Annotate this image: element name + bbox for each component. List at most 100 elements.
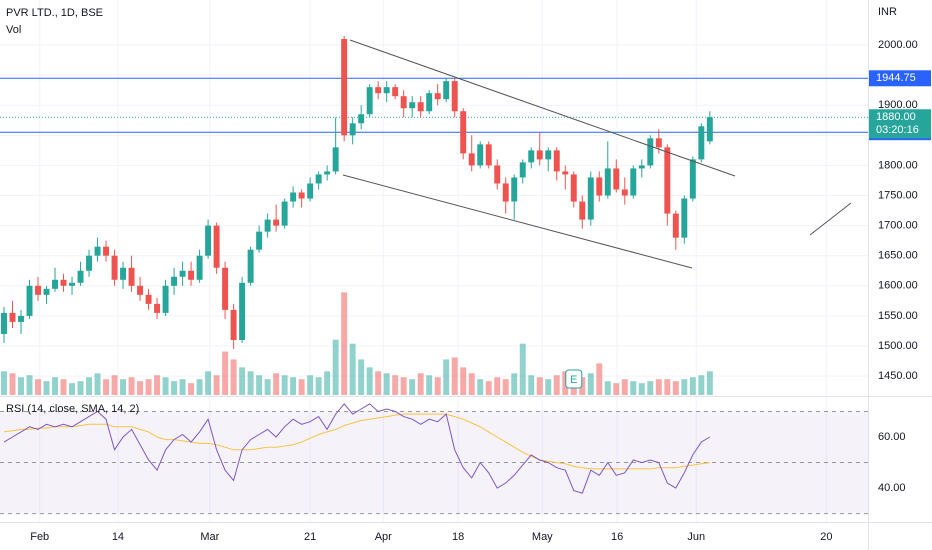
volume-bar	[256, 375, 263, 395]
volume-bar	[332, 339, 339, 395]
candle-body	[664, 147, 671, 214]
candle-body	[502, 183, 509, 202]
y-tick-label: 1450.00	[878, 370, 918, 382]
y-tick-label: 1600.00	[878, 280, 918, 292]
candle-body	[494, 165, 501, 184]
candle-body	[604, 168, 611, 196]
volume-bar	[290, 377, 297, 395]
candle-body	[315, 174, 322, 184]
candle-body	[536, 150, 543, 160]
volume-bar	[60, 379, 67, 395]
volume-bar	[630, 381, 637, 395]
candle-body	[587, 177, 594, 220]
candle-body	[485, 144, 492, 166]
volume-bar	[443, 359, 450, 395]
candle-body	[672, 213, 679, 238]
volume-bar	[43, 381, 50, 395]
volume-bar	[383, 373, 390, 395]
x-tick-label: Mar	[200, 531, 219, 543]
grid	[0, 0, 868, 522]
rsi-line	[3, 403, 711, 494]
volume-bar	[264, 379, 271, 395]
candle-body	[128, 267, 135, 286]
volume-bar	[213, 375, 220, 395]
candle-body	[26, 285, 33, 316]
volume-bar	[621, 379, 628, 395]
volume-bar	[239, 367, 246, 395]
volume-bar	[511, 373, 518, 395]
candle-body	[613, 168, 620, 190]
volume-bar	[528, 375, 535, 395]
candle-body	[570, 174, 577, 202]
candle-body	[256, 231, 263, 250]
x-tick-label: 20	[820, 531, 832, 543]
candle-body	[655, 138, 662, 148]
volume-bar	[137, 381, 144, 395]
y-tick-label: 1550.00	[878, 310, 918, 322]
volume-bar	[358, 359, 365, 395]
candle-body	[417, 102, 424, 112]
volume-bar	[111, 375, 118, 395]
volume-bar	[460, 367, 467, 395]
x-tick-label: 16	[611, 531, 623, 543]
volume-bar	[128, 377, 135, 395]
volume-bar	[604, 381, 611, 395]
countdown-label: 03:20:16	[876, 124, 919, 136]
volume-bar	[171, 381, 178, 395]
trend-line	[809, 202, 852, 236]
volume-bar	[545, 379, 552, 395]
candle-body	[392, 87, 399, 97]
candle-body	[213, 225, 220, 268]
volume-bar	[494, 377, 501, 395]
candle-body	[103, 246, 110, 256]
currency-label: INR	[878, 6, 897, 18]
x-tick-label: 18	[452, 531, 464, 543]
candle-body	[511, 177, 518, 202]
volume-bar	[434, 377, 441, 395]
volume-bar	[247, 371, 254, 395]
last-price-label: 1880.00	[876, 111, 916, 123]
volume-bar	[77, 381, 84, 395]
candle-body	[579, 201, 586, 220]
x-tick-label: 14	[112, 531, 124, 543]
rsi-sma-line	[3, 413, 710, 470]
volume-bar	[179, 379, 186, 395]
volume-bar	[205, 371, 212, 395]
volume-bar	[103, 379, 110, 395]
candle-body	[137, 285, 144, 295]
y-tick-label: 1500.00	[878, 340, 918, 352]
volume-bar	[706, 371, 713, 395]
event-label: E	[570, 374, 577, 386]
volume-bar	[672, 381, 679, 395]
volume-bar	[655, 379, 662, 395]
volume-bar	[298, 379, 305, 395]
volume-bar	[307, 375, 314, 395]
candle-body	[111, 255, 118, 280]
candle-body	[1, 312, 7, 334]
candle-body	[341, 39, 348, 136]
volume-bar	[35, 379, 41, 395]
volume-bar	[587, 373, 594, 395]
volume-bar	[468, 373, 475, 395]
volume-bar	[341, 292, 348, 395]
candle-body	[528, 150, 535, 163]
volume-bar	[536, 377, 543, 395]
candle-body	[179, 270, 186, 277]
trend-line	[349, 39, 736, 177]
candle-body	[205, 225, 212, 256]
candle-body	[706, 117, 713, 142]
candle-body	[264, 219, 271, 232]
candle-body	[324, 171, 331, 175]
y-tick-label: 1650.00	[878, 250, 918, 262]
x-tick-label: May	[532, 531, 553, 543]
volume-bar	[477, 379, 484, 395]
candle-body	[366, 87, 373, 115]
volume-bar	[154, 375, 161, 395]
candle-body	[43, 288, 50, 295]
candle-body	[332, 147, 339, 172]
candle-body	[621, 189, 628, 196]
rsi-tick-label: 40.00	[878, 482, 906, 494]
volume-bar	[26, 375, 33, 395]
volume-bar	[230, 359, 237, 395]
volume-bar	[647, 381, 654, 395]
